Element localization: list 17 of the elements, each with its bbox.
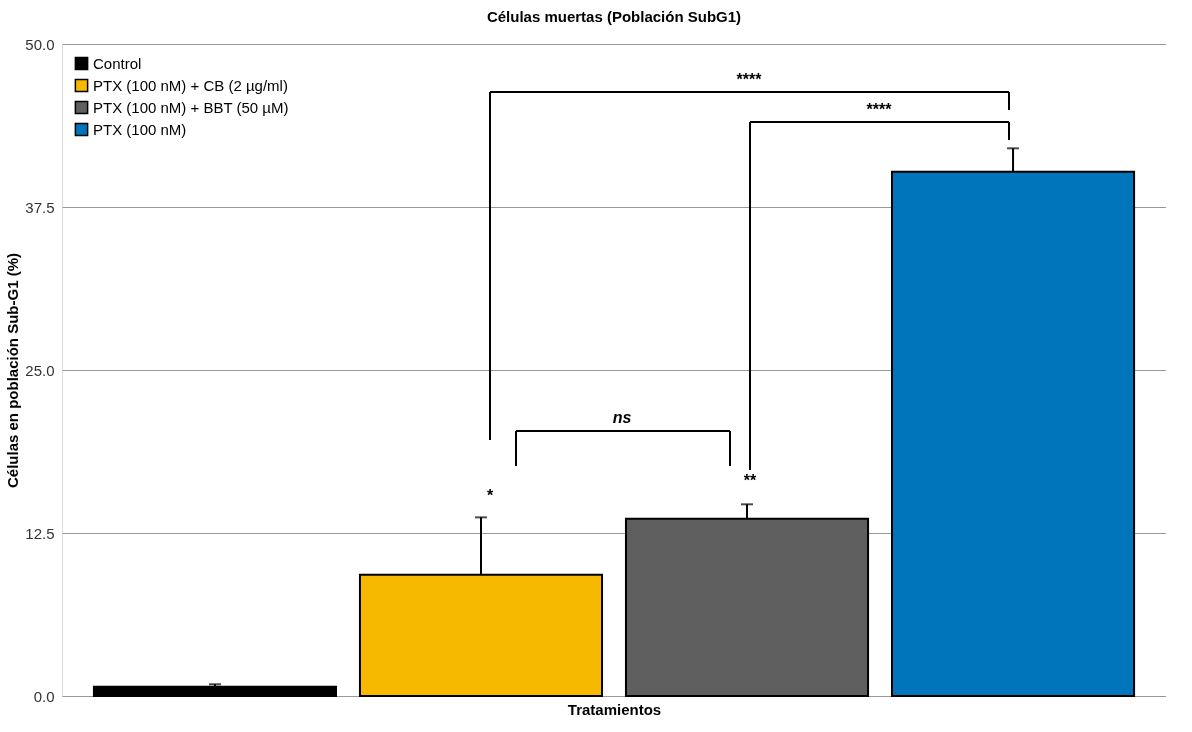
legend-label: Control bbox=[93, 54, 142, 72]
annotation: * bbox=[486, 487, 494, 504]
y-tick-label: 37.5 bbox=[25, 198, 55, 216]
y-tick-label: 12.5 bbox=[25, 524, 55, 542]
y-tick-label: 25.0 bbox=[25, 361, 55, 379]
annotation: **** bbox=[736, 71, 763, 88]
y-axis-title: Células en población Sub-G1 (%) bbox=[4, 252, 22, 489]
y-tick-label: 0.0 bbox=[33, 687, 55, 705]
legend-label: PTX (100 nM) + BBT (50 µM) bbox=[93, 98, 289, 116]
y-tick-label: 50.0 bbox=[25, 35, 55, 53]
x-axis-title: Tratamientos bbox=[567, 700, 662, 718]
chart-title: Células muertas (Población SubG1) bbox=[486, 8, 742, 25]
annotation: ** bbox=[743, 472, 757, 489]
annotation: **** bbox=[866, 101, 893, 118]
annotation: ns bbox=[612, 409, 632, 426]
legend-label: PTX (100 nM) + CB (2 µg/ml) bbox=[93, 76, 288, 94]
legend-label: PTX (100 nM) bbox=[93, 120, 187, 138]
